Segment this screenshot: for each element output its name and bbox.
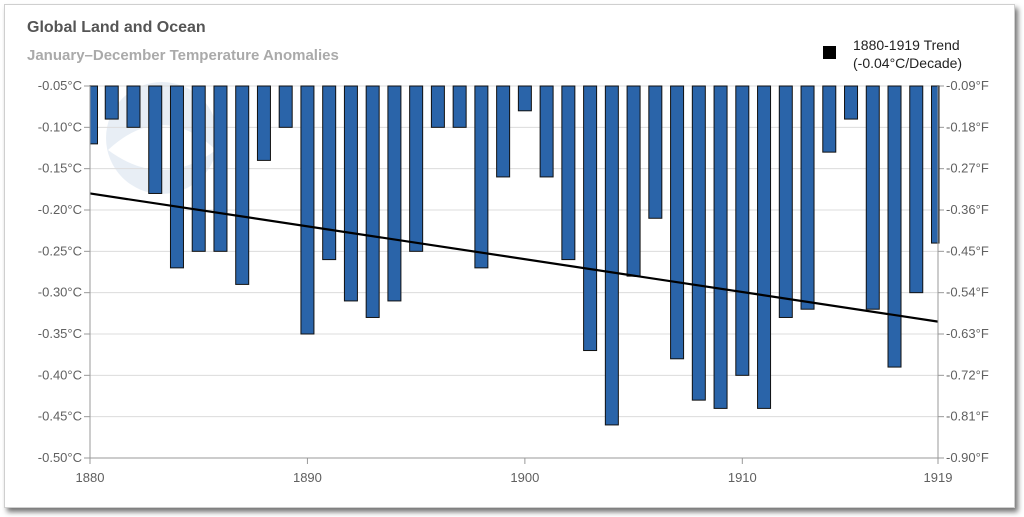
chart-subtitle: January–December Temperature Anomalies [27,47,339,64]
y-tick-label-left: -0.40°C [38,367,82,382]
x-tick-label: 1880 [76,470,105,485]
x-tick-label: 1919 [924,470,953,485]
x-tick-label: 1910 [728,470,757,485]
bar-1902[interactable] [561,85,576,261]
y-tick-label-right: -0.90°F [946,450,989,465]
bar-1911[interactable] [757,85,772,409]
legend-label-line1: 1880-1919 Trend [853,37,960,53]
x-tick-label: 1890 [293,470,322,485]
bar-1886[interactable] [213,85,228,252]
y-tick-label-left: -0.30°C [38,285,82,300]
bar-1903[interactable] [583,85,598,352]
bar-1890[interactable] [300,85,315,335]
y-tick-label-left: -0.35°C [38,326,82,341]
bar-1887[interactable] [235,85,250,285]
bar-1883[interactable] [148,85,163,194]
y-tick-label-right: -0.36°F [946,202,989,217]
bar-1918[interactable] [909,85,924,294]
bar-1915[interactable] [844,85,859,120]
axes [89,86,939,459]
bar-1916[interactable] [865,85,880,310]
y-tick-label-left: -0.25°C [38,243,82,258]
trend-line-group [89,192,939,323]
bar-1901[interactable] [539,85,554,178]
legend-swatch-trend [823,46,836,59]
bar-1904[interactable] [604,85,619,426]
bar-1881[interactable] [104,85,119,120]
bar-1892[interactable] [343,85,358,302]
y-tick-label-left: -0.50°C [38,450,82,465]
y-tick-label-right: -0.18°F [946,119,989,134]
bar-1891[interactable] [322,85,337,261]
bar-1898[interactable] [474,85,489,269]
y-tick-label-right: -0.45°F [946,243,989,258]
bar-1912[interactable] [778,85,793,318]
bar-1905[interactable] [626,85,641,277]
bar-1907[interactable] [670,85,685,360]
y-tick-label-left: -0.10°C [38,119,82,134]
y-tick-label-left: -0.15°C [38,161,82,176]
trend-line[interactable] [89,192,939,323]
bar-1900[interactable] [517,85,532,112]
chart-title: Global Land and Ocean [27,19,206,36]
bar-1909[interactable] [713,85,728,409]
y-tick-label-right: -0.72°F [946,367,989,382]
y-tick-label-right: -0.27°F [946,161,989,176]
y-axis-left-ticks: -0.05°C -0.10°C -0.15°C -0.20°C -0.25°C -0.30… [38,78,82,465]
legend-label-trend: 1880-1919 Trend (-0.04°C/Decade) [853,36,962,72]
bars [89,85,940,426]
bar-1880[interactable] [89,85,98,145]
y-tick-label-left: -0.20°C [38,202,82,217]
bar-1889[interactable] [278,85,293,128]
bar-1908[interactable] [691,85,706,401]
bar-1888[interactable] [256,85,271,161]
y-axis-right-ticks: -0.09°F -0.18°F -0.27°F -0.36°F -0.45°F -0.54… [946,78,989,465]
grid [84,85,944,459]
bar-1882[interactable] [126,85,141,128]
bar-1899[interactable] [496,85,511,178]
bar-1913[interactable] [800,85,815,310]
bar-1884[interactable] [169,85,184,269]
x-tick-label: 1900 [510,470,539,485]
bar-1896[interactable] [430,85,445,128]
bar-1917[interactable] [887,85,902,368]
bar-1885[interactable] [191,85,206,252]
bar-1910[interactable] [735,85,750,376]
bar-1895[interactable] [409,85,424,252]
bar-1894[interactable] [387,85,402,302]
bar-1897[interactable] [452,85,467,128]
bar-1914[interactable] [822,85,837,153]
x-axis-ticks: 1880 1890 1900 1910 1919 [76,458,953,485]
bar-1919[interactable] [931,85,940,244]
y-tick-label-right: -0.54°F [946,285,989,300]
y-tick-label-left: -0.45°C [38,409,82,424]
legend-label-line2: (-0.04°C/Decade) [853,55,963,71]
bar-1906[interactable] [648,85,663,219]
y-tick-label-right: -0.63°F [946,326,989,341]
y-tick-label-right: -0.09°F [946,78,989,93]
bar-1893[interactable] [365,85,380,318]
y-tick-label-left: -0.05°C [38,78,82,93]
y-tick-label-right: -0.81°F [946,409,989,424]
